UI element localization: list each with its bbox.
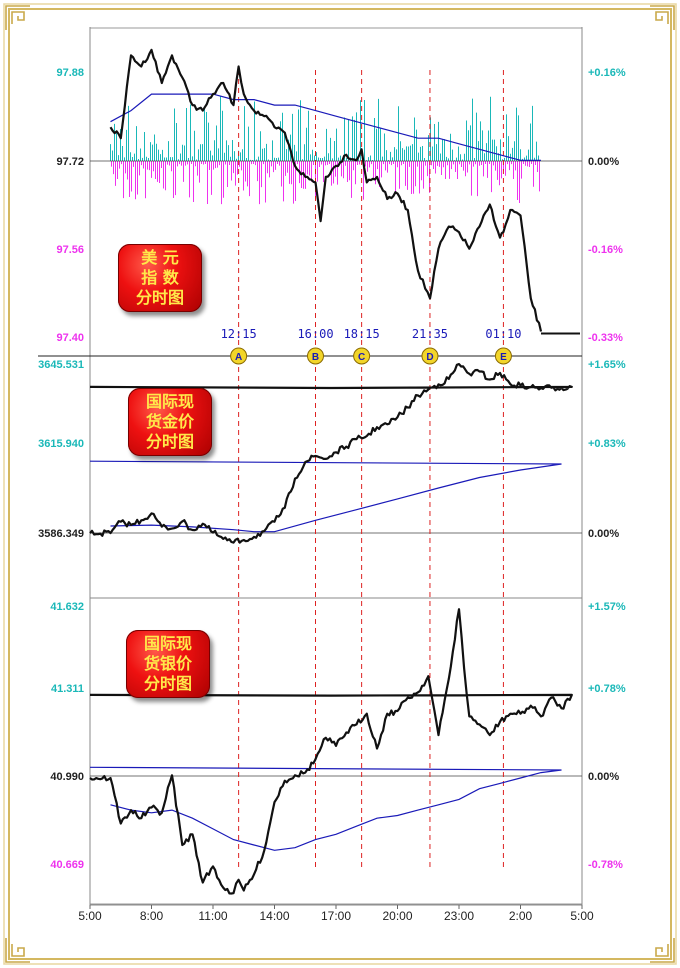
left-tick-label: 97.56 bbox=[56, 244, 84, 256]
right-tick-label: 0.00% bbox=[588, 156, 619, 168]
x-tick-label: 17:00 bbox=[321, 909, 351, 923]
right-tick-label: +0.78% bbox=[588, 683, 626, 695]
usd-index-badge: 美 元 指 数 分时图 bbox=[118, 244, 202, 312]
average-line-0 bbox=[110, 93, 541, 161]
x-tick-label: 8:00 bbox=[140, 909, 164, 923]
x-tick-label: 2:00 bbox=[509, 909, 533, 923]
event-marker-letter: B bbox=[312, 352, 319, 363]
price-lines bbox=[89, 48, 580, 895]
volume-group-0 bbox=[90, 96, 582, 205]
left-tick-label: 3645.531 bbox=[38, 359, 84, 371]
event-marker-icon bbox=[494, 347, 512, 365]
x-tick-label: 23:00 bbox=[444, 909, 474, 923]
gold-price-badge: 国际现 货金价 分时图 bbox=[128, 388, 212, 456]
event-time-label: 21:35 bbox=[412, 327, 448, 341]
x-tick-label: 5:00 bbox=[570, 909, 594, 923]
badge-line: 美 元 bbox=[141, 248, 179, 267]
event-marker-letter: D bbox=[426, 352, 433, 363]
badge-line: 国际现 bbox=[143, 634, 192, 653]
left-tick-label: 3586.349 bbox=[38, 528, 84, 540]
event-time-label: 18:15 bbox=[344, 327, 380, 341]
right-tick-label: +1.57% bbox=[588, 601, 626, 613]
right-tick-label: 0.00% bbox=[588, 528, 619, 540]
average-lines bbox=[89, 93, 562, 851]
left-tick-label: 40.990 bbox=[50, 771, 84, 783]
x-axis-tick-labels: 5:00 8:00 11:00 14:00 17:00 20:00 23:00 2:00 5:0… bbox=[78, 905, 594, 923]
left-tick-label: 41.632 bbox=[50, 601, 84, 613]
right-tick-label: +0.16% bbox=[588, 67, 626, 79]
average-line-1 bbox=[89, 460, 562, 533]
left-tick-label: 97.40 bbox=[56, 332, 84, 344]
event-lines bbox=[238, 70, 504, 868]
right-tick-label: +0.83% bbox=[588, 438, 626, 450]
event-marker-letter: A bbox=[235, 352, 242, 363]
right-tick-label: -0.78% bbox=[588, 859, 623, 871]
x-tick-label: 5:00 bbox=[78, 909, 102, 923]
badge-line: 货金价 bbox=[145, 412, 194, 431]
axis-tick-labels: 97.88 97.72 97.56 97.40 +0.16% 0.00% -0.16% -0.… bbox=[38, 67, 626, 871]
x-tick-label: 20:00 bbox=[382, 909, 412, 923]
event-marker-letter: E bbox=[500, 352, 507, 363]
right-tick-label: -0.16% bbox=[588, 244, 623, 256]
badge-line: 分时图 bbox=[135, 288, 184, 307]
left-tick-label: 3615.940 bbox=[38, 438, 84, 450]
left-tick-label: 97.88 bbox=[56, 67, 84, 79]
event-marker-icon bbox=[307, 347, 324, 365]
badge-line: 指 数 bbox=[141, 268, 179, 287]
event-time-label: 12:15 bbox=[221, 327, 257, 341]
silver-price-badge: 国际现 货银价 分时图 bbox=[126, 630, 210, 698]
event-marker-icon bbox=[421, 347, 439, 365]
average-line-2 bbox=[89, 766, 562, 851]
event-time-label: 16:00 bbox=[297, 327, 333, 341]
price-line-2 bbox=[89, 608, 573, 895]
event-markers: 12:15 A 16:00 B 18:15 C 21:35 D 01:10 E bbox=[221, 327, 521, 365]
price-line-0 bbox=[109, 48, 543, 332]
corner-ornament-icon bbox=[5, 5, 675, 963]
price-line-1 bbox=[89, 363, 573, 544]
badge-line: 货银价 bbox=[143, 654, 192, 673]
x-tick-label: 14:00 bbox=[259, 909, 289, 923]
event-marker-letter: C bbox=[358, 352, 365, 363]
event-marker-icon bbox=[230, 347, 248, 365]
x-tick-label: 11:00 bbox=[198, 909, 227, 923]
event-marker-icon bbox=[353, 347, 371, 365]
left-tick-label: 40.669 bbox=[50, 859, 84, 871]
right-tick-label: 0.00% bbox=[588, 771, 619, 783]
left-tick-label: 41.311 bbox=[51, 683, 84, 695]
badge-line: 国际现 bbox=[145, 392, 194, 411]
event-time-label: 01:10 bbox=[485, 327, 521, 341]
right-tick-label: -0.33% bbox=[588, 332, 623, 344]
badge-line: 分时图 bbox=[143, 674, 192, 693]
left-tick-label: 97.72 bbox=[56, 156, 84, 168]
badge-line: 分时图 bbox=[145, 432, 194, 451]
right-tick-label: +1.65% bbox=[588, 359, 626, 371]
